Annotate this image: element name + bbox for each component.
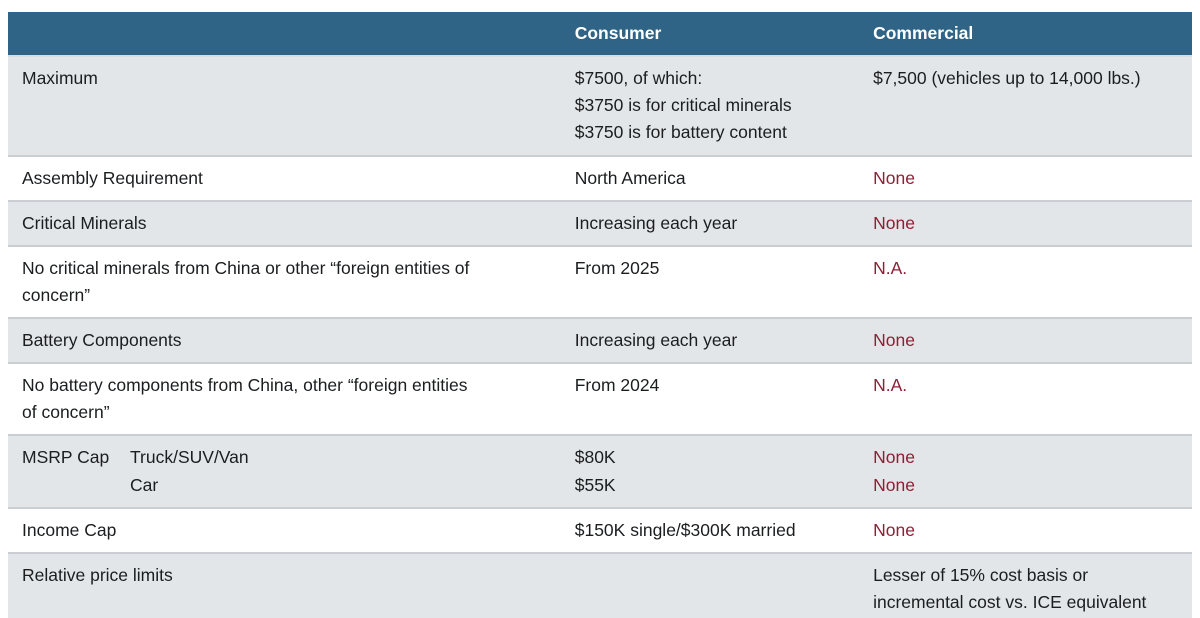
consumer-value: Increasing each year	[574, 212, 738, 233]
commercial-value: None	[873, 474, 915, 495]
header-row: Consumer Commercial	[8, 12, 1192, 58]
cell-criteria: MSRP Cap Truck/SUV/Van Car	[8, 435, 560, 507]
column-header-criteria	[8, 12, 560, 58]
criteria-label: Income Cap	[22, 519, 117, 540]
table-body: Maximum $7500, of which: $3750 is for cr…	[8, 56, 1192, 618]
cell-criteria: Income Cap	[8, 508, 560, 553]
commercial-value: N.A.	[873, 375, 908, 396]
cell-commercial: N.A.	[858, 363, 1192, 435]
cell-commercial: None None	[858, 435, 1192, 507]
cell-criteria: Critical Minerals	[8, 201, 560, 246]
cell-criteria: Assembly Requirement	[8, 156, 560, 201]
cell-commercial: None	[858, 508, 1192, 553]
commercial-value: None	[873, 330, 915, 350]
consumer-value: $3750 is for battery content	[574, 122, 787, 143]
criteria-label: concern”	[22, 284, 91, 305]
criteria-label: No battery components from China, other …	[22, 375, 468, 396]
column-header-commercial: Commercial	[858, 12, 1192, 58]
table-row-battery-components: Battery Components Increasing each year …	[8, 318, 1192, 364]
commercial-value: None	[873, 167, 915, 188]
cell-consumer: From 2025	[560, 246, 858, 318]
consumer-value: $80K	[574, 447, 616, 468]
criteria-label: Relative price limits	[22, 564, 173, 585]
criteria-label: MSRP Cap	[22, 447, 110, 468]
consumer-value: From 2025	[574, 257, 660, 278]
cell-commercial: None	[858, 201, 1192, 246]
cell-consumer: $7500, of which: $3750 is for critical m…	[560, 56, 858, 155]
criteria-label: No critical minerals from China or other…	[22, 257, 470, 278]
ev-tax-credit-comparison-table: Consumer Commercial Maximum $7500, of wh…	[8, 12, 1192, 618]
criteria-label: Battery Components	[22, 330, 182, 350]
commercial-value: None	[873, 447, 915, 468]
column-header-consumer: Consumer	[559, 12, 859, 58]
sublabel-truck-suv-van: Truck/SUV/Van	[130, 447, 249, 468]
cell-criteria: No battery components from China, other …	[8, 363, 560, 435]
cell-consumer: $80K $55K	[560, 435, 858, 507]
consumer-value: North America	[574, 167, 686, 188]
cell-criteria: No critical minerals from China or other…	[8, 246, 560, 318]
cell-commercial: Lesser of 15% cost basis or incremental …	[858, 553, 1192, 618]
commercial-value: incremental cost vs. ICE equivalent	[873, 591, 1147, 612]
cell-commercial: N.A.	[858, 246, 1192, 318]
consumer-value: $7500, of which:	[574, 68, 703, 89]
cell-consumer: From 2024	[560, 363, 858, 435]
criteria-label: of concern”	[22, 402, 110, 423]
table-row-no-battery-components-china: No battery components from China, other …	[8, 363, 1192, 436]
table-row-relative-price-limits: Relative price limits Lesser of 15% cost…	[8, 552, 1192, 618]
commercial-value: Lesser of 15% cost basis or	[873, 564, 1089, 585]
commercial-value: N.A.	[873, 257, 908, 278]
commercial-value: None	[873, 212, 915, 233]
table-row-assembly-requirement: Assembly Requirement North America None	[8, 155, 1192, 201]
cell-consumer: Increasing each year	[560, 318, 858, 363]
cell-criteria: Relative price limits	[8, 553, 560, 618]
criteria-label: Critical Minerals	[22, 212, 147, 233]
table-header: Consumer Commercial	[8, 12, 1192, 58]
consumer-value: $150K single/$300K married	[574, 519, 796, 540]
cell-criteria: Battery Components	[8, 318, 560, 363]
cell-commercial: None	[858, 318, 1192, 363]
table-row-critical-minerals: Critical Minerals Increasing each year N…	[8, 200, 1192, 246]
commercial-value: None	[873, 519, 915, 540]
commercial-value: $7,500 (vehicles up to 14,000 lbs.)	[873, 68, 1141, 89]
sublabel-car: Car	[130, 474, 159, 495]
consumer-value: $55K	[574, 474, 616, 495]
cell-criteria: Maximum	[8, 56, 560, 155]
table-row-maximum: Maximum $7500, of which: $3750 is for cr…	[8, 56, 1192, 156]
table-row-no-critical-minerals-china: No critical minerals from China or other…	[8, 245, 1192, 318]
criteria-label: Assembly Requirement	[22, 167, 203, 188]
cell-consumer: North America	[560, 156, 858, 201]
table-row-msrp-cap: MSRP Cap Truck/SUV/Van Car $80K $55K Non…	[8, 435, 1192, 508]
cell-commercial: $7,500 (vehicles up to 14,000 lbs.)	[858, 56, 1192, 155]
cell-consumer: $150K single/$300K married	[560, 508, 858, 553]
consumer-value: $3750 is for critical minerals	[574, 95, 792, 116]
vehicle-type-sublabels: Truck/SUV/Van Car	[130, 444, 249, 498]
cell-consumer: Increasing each year	[560, 201, 858, 246]
table-row-income-cap: Income Cap $150K single/$300K married No…	[8, 507, 1192, 553]
consumer-value: Increasing each year	[574, 330, 738, 350]
criteria-label: Maximum	[22, 68, 98, 89]
consumer-value: From 2024	[574, 375, 660, 396]
cell-commercial: None	[858, 156, 1192, 201]
cell-consumer	[560, 553, 858, 618]
